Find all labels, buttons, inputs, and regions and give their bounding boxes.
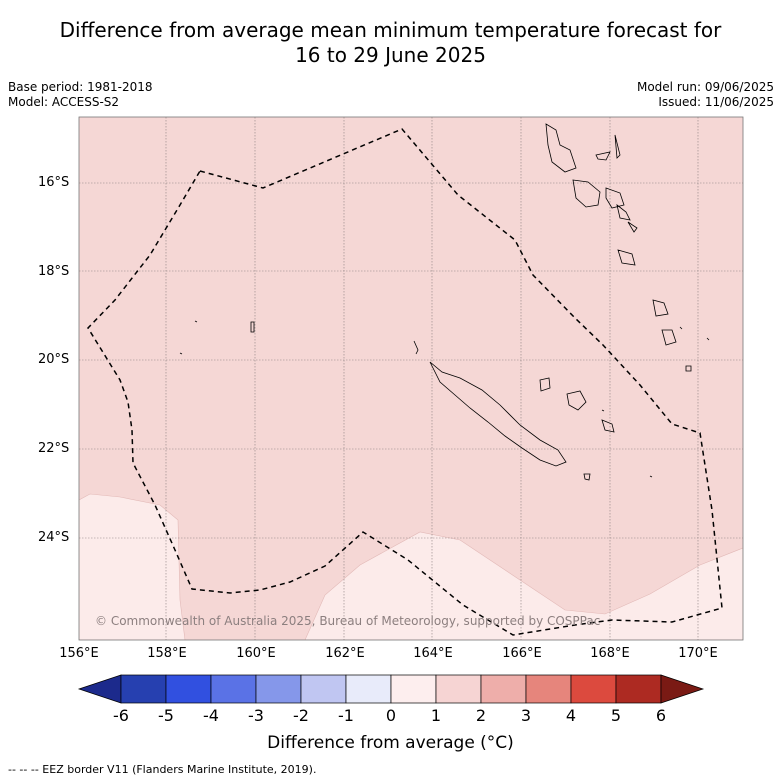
colorbar-tick: 1 [430, 706, 442, 725]
map-title: Difference from average mean minimum tem… [0, 18, 781, 68]
small-reefs-coast [179, 320, 710, 478]
coastlines [179, 123, 710, 481]
vanuatu-south-coast [617, 249, 692, 372]
colorbar-bin--2 [300, 674, 347, 704]
colorbar-bin--5 [165, 674, 212, 704]
colorbar-tick: 0 [385, 706, 397, 725]
issued-date: Issued: 11/06/2025 [658, 95, 774, 109]
colorbar-tick: -2 [293, 706, 309, 725]
lat-label-24s: 24°S [38, 530, 70, 545]
lon-label-158e: 158°E [147, 646, 187, 661]
colorbar [77, 674, 705, 704]
eez-footnote: -- -- -- EEZ border V11 (Flanders Marine… [8, 763, 317, 776]
colorbar-tick: -1 [338, 706, 354, 725]
lon-label-166e: 166°E [502, 646, 542, 661]
colorbar-bin-1 [435, 674, 482, 704]
meta-right: Model run: 09/06/2025 Issued: 11/06/2025 [637, 80, 774, 110]
colorbar-tick: -3 [248, 706, 264, 725]
lat-label-16s: 16°S [38, 175, 70, 190]
model-name: Model: ACCESS-S2 [8, 95, 120, 109]
lat-label-18s: 18°S [38, 264, 70, 279]
meta-left: Base period: 1981-2018 Model: ACCESS-S2 [8, 80, 153, 110]
lat-label-22s: 22°S [38, 441, 70, 456]
map-area [79, 117, 743, 640]
copyright-notice: © Commonwealth of Australia 2025, Bureau… [95, 614, 601, 628]
vanuatu-central-coast [572, 179, 638, 233]
base-period: Base period: 1981-2018 [8, 80, 153, 94]
colorbar-tick: 2 [475, 706, 487, 725]
lon-label-170e: 170°E [678, 646, 718, 661]
colorbar-bin-4 [570, 674, 617, 704]
lon-label-162e: 162°E [325, 646, 365, 661]
loyalty-islands-coast [539, 377, 615, 433]
colorbar-max-extension [660, 674, 705, 704]
lon-label-168e: 168°E [590, 646, 630, 661]
colorbar-tick: 3 [520, 706, 532, 725]
map-frame [78, 116, 744, 641]
new-caledonia-coast [429, 361, 567, 467]
belep-islands-coast [413, 340, 419, 355]
isle-of-pines-coast [583, 473, 591, 481]
lat-label-20s: 20°S [38, 352, 70, 367]
colorbar-tick: -5 [158, 706, 174, 725]
colorbar-bin--6 [120, 674, 167, 704]
colorbar-tick: 5 [610, 706, 622, 725]
vanuatu-north-coast [545, 123, 621, 173]
colorbar-tick: -6 [113, 706, 129, 725]
colorbar-bin-0 [390, 674, 437, 704]
grid-lines [79, 117, 743, 640]
colorbar-bin-3 [525, 674, 572, 704]
colorbar-tick: 4 [565, 706, 577, 725]
title-line-2: 16 to 29 June 2025 [295, 43, 486, 67]
anomaly-0-to-1-region-southwest [79, 493, 186, 640]
lon-label-156e: 156°E [59, 646, 99, 661]
colorbar-tick: 6 [655, 706, 667, 725]
lon-label-164e: 164°E [413, 646, 453, 661]
lon-label-160e: 160°E [236, 646, 276, 661]
colorbar-bin--4 [210, 674, 257, 704]
title-line-1: Difference from average mean minimum tem… [59, 18, 722, 42]
colorbar-tick: -4 [203, 706, 219, 725]
colorbar-bin--1 [345, 674, 392, 704]
colorbar-bin--3 [255, 674, 302, 704]
colorbar-bin-2 [480, 674, 527, 704]
colorbar-min-extension [77, 674, 122, 704]
model-run: Model run: 09/06/2025 [636, 80, 774, 94]
eez-border [87, 128, 723, 636]
colorbar-title: Difference from average (°C) [267, 733, 514, 753]
anomaly-0-to-1-region-south [304, 531, 743, 640]
colorbar-bin-5 [615, 674, 662, 704]
